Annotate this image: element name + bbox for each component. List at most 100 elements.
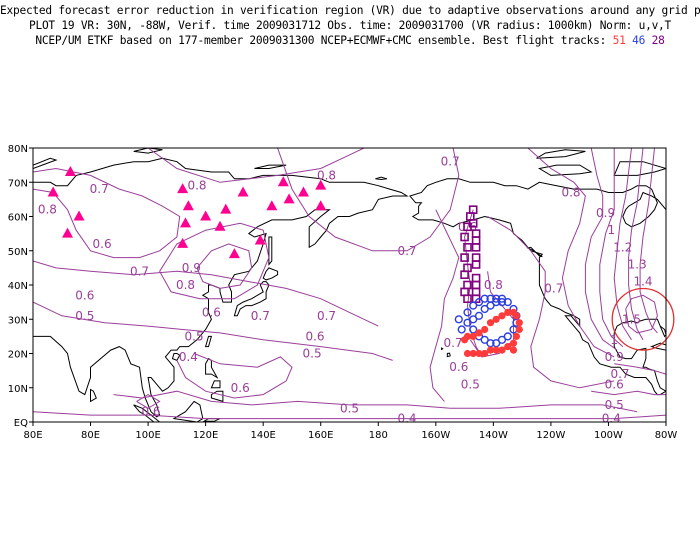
y-tick-label: 40N (8, 281, 28, 292)
title-line-3-text: NCEP/UM ETKF based on 177-member 2009031… (35, 34, 607, 47)
track-c-point (471, 260, 481, 269)
track-a-point (492, 346, 500, 354)
track-a-point (509, 339, 518, 347)
y-tick-label: 20N (8, 350, 28, 361)
track-a-point (486, 346, 495, 354)
contour-label: 0.9 (596, 206, 615, 220)
track-a-point (498, 312, 506, 320)
track-b-point (474, 311, 484, 320)
contour-1.0-na (599, 148, 624, 347)
observation-triangle (315, 179, 327, 190)
track-c-point (471, 273, 481, 283)
contour-0.6-small (136, 394, 161, 409)
contour-1.3 (628, 148, 644, 341)
coast-florida (659, 325, 666, 338)
contour-label: 0.8 (561, 186, 580, 200)
coast-namerica (409, 178, 666, 396)
track-c-point (471, 236, 481, 245)
track-a-point (498, 346, 506, 354)
track-b-point (486, 294, 495, 303)
x-tick-label: 100E (135, 430, 160, 441)
track-c-point (460, 253, 469, 262)
contour-label: 0.7 (610, 367, 629, 381)
contour-label: 0.7 (130, 264, 149, 278)
contour-label: 0.6 (93, 237, 112, 251)
track-c-point (463, 294, 472, 304)
track-a-point (504, 343, 512, 351)
coast-sakhalin (268, 236, 273, 266)
track-a-point (504, 308, 512, 316)
contour-label: 0.5 (461, 377, 480, 391)
observation-triangle (297, 186, 309, 197)
contour-0.8-na (527, 148, 615, 358)
contour-label: 0.4 (397, 412, 416, 426)
contour-label: 0.8 (176, 278, 195, 292)
contour-label: 1.3 (628, 258, 647, 272)
y-tick-label: 60N (8, 213, 28, 224)
coast-novaya (33, 157, 58, 170)
contour-label: 0.5 (303, 347, 322, 361)
contour-0.6-na-s (614, 363, 666, 375)
coast-sumatra (133, 404, 161, 422)
coast-visayas (210, 380, 221, 389)
track-c-point (471, 243, 481, 252)
x-tick-label: 180 (369, 430, 388, 441)
x-tick-label: 80E (81, 430, 100, 441)
contour-label: 0.9 (182, 261, 201, 275)
contour-1.2 (613, 148, 632, 341)
x-axis: 80E 80E 100E 120E 140E 160E 180 160W 140W 120W 100… (23, 422, 677, 441)
x-tick-label: 160E (308, 430, 333, 441)
track-b-point (463, 318, 472, 327)
contour-label: 0.8 (317, 168, 336, 182)
coast-mindanao (210, 390, 224, 403)
contour-label: 0.8 (484, 278, 503, 292)
coast-nsib (254, 164, 287, 169)
coast-taiwan (204, 335, 213, 348)
track-a-point (469, 332, 477, 340)
observation-triangle (254, 234, 266, 245)
observation-triangle (228, 248, 240, 259)
verification-region-circle (611, 287, 675, 351)
x-tick-label: 100W (594, 430, 623, 441)
y-tick-label: 30N (8, 315, 28, 326)
contour-1.4 (639, 148, 658, 334)
observation-triangle (220, 203, 232, 214)
observation-triangle (47, 186, 59, 197)
track-b-point (469, 315, 478, 324)
track-b-point (463, 308, 472, 317)
contour-label: 0.7 (441, 155, 460, 169)
track-a-point (461, 336, 469, 344)
track-b-point (474, 298, 484, 307)
track-b-point (497, 335, 507, 344)
coast-gulf (613, 318, 666, 392)
coast-victoria (526, 246, 543, 258)
x-tick-label: 160W (421, 430, 450, 441)
y-tick-label: 70N (8, 178, 28, 189)
track-b-point (457, 325, 466, 334)
contour-label: 0.6 (231, 381, 250, 395)
track-c-point (468, 205, 478, 214)
observation-triangle (315, 200, 327, 211)
coast-hainan (171, 353, 181, 362)
track-b-point (480, 335, 489, 344)
coast-hokkaido (262, 267, 279, 281)
observation-triangle (266, 200, 278, 211)
contour-label: 1 (607, 223, 615, 237)
contour-label: 0.4 (602, 412, 621, 426)
y-axis: EQ 10N 20N 30N 40N 50N 60N 70N 80N (8, 144, 33, 429)
contour-0.7-west (33, 167, 181, 259)
contour-label: 1.2 (613, 240, 632, 254)
observation-triangle (182, 200, 194, 211)
observation-triangle (283, 193, 295, 204)
contour-label: 0.5 (340, 401, 359, 415)
title-line-1: Expected forecast error reduction in ver… (0, 4, 700, 17)
track-b-point (497, 298, 507, 307)
contour-label: 0.5 (605, 398, 624, 412)
contour-label: 1.4 (633, 275, 652, 289)
track-b-point (492, 294, 501, 303)
observation-triangle (200, 210, 212, 221)
contour-0.4-south (33, 411, 666, 420)
coast-baffin (665, 169, 666, 190)
track-a-label: 51 (612, 34, 626, 47)
